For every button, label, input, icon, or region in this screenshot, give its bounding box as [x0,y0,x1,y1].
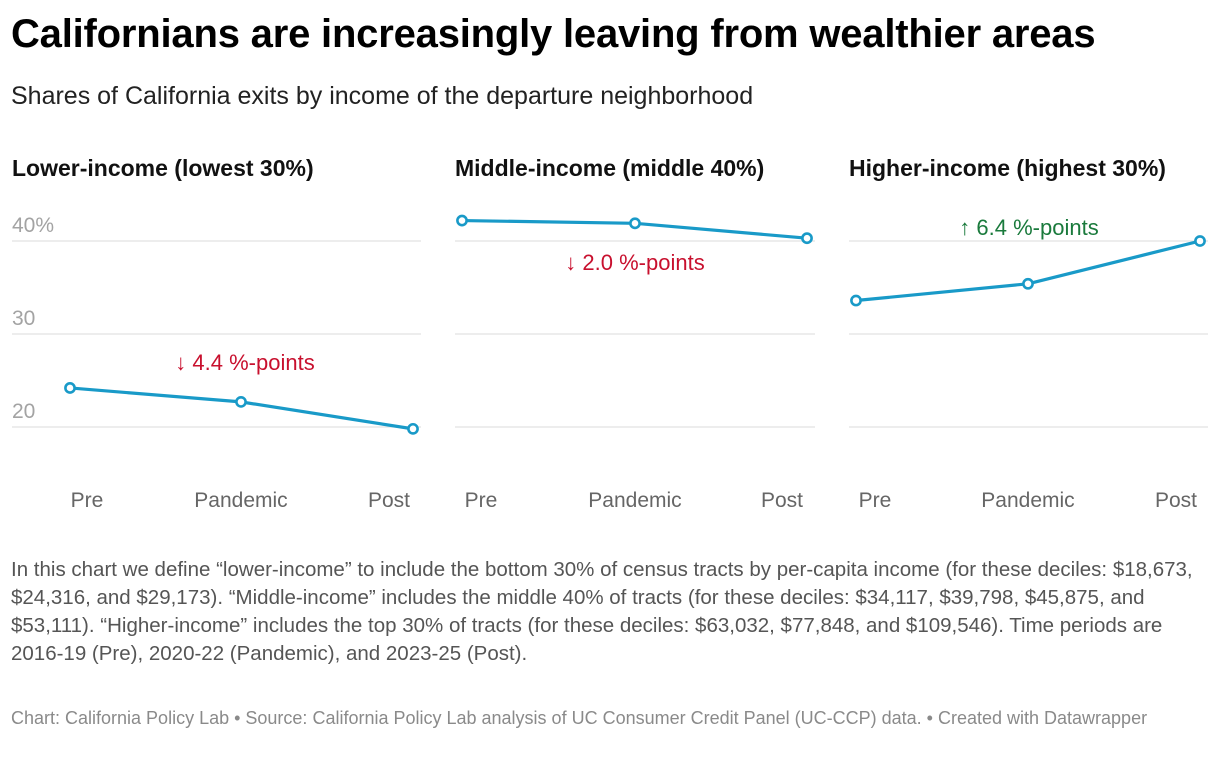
x-tick-label: Post [1155,489,1197,512]
x-tick-label: Pandemic [981,489,1074,512]
x-tick-label: Pre [859,489,892,512]
panel-title-higher-income: Higher-income (highest 30%) [849,155,1166,181]
data-point [407,422,419,435]
panel-title-lower-income: Lower-income (lowest 30%) [12,155,314,181]
y-tick-label: 20 [12,400,35,423]
chart-notes: In this chart we define “lower-income” t… [11,558,1193,665]
x-tick-label: Pre [465,489,498,512]
data-point [801,232,813,245]
x-tick-label: Pandemic [588,489,681,512]
change-annotation: ↓ 4.4 %-points [175,350,314,375]
data-point [1194,235,1206,247]
x-tick-label: Post [761,489,803,512]
data-point [1022,277,1034,290]
data-point [64,382,76,394]
panel-title-middle-income: Middle-income (middle 40%) [455,155,765,181]
data-point [235,395,247,408]
series-line [68,386,415,431]
x-tick-label: Pandemic [194,489,287,512]
y-tick-label: 40% [12,214,54,237]
panel-2: Pre Pandemic Post ↑ 6.4 %-points [849,215,1208,512]
panel-0: 40% 30 20 Pre Pandemic Post ↓ 4.4 %-points [12,214,421,512]
chart-source-footer: Chart: California Policy Lab • Source: C… [11,708,1148,728]
chart-title: Californians are increasingly leaving fr… [11,12,1096,56]
series-line [854,239,1202,303]
y-tick-label: 30 [12,307,35,330]
data-point [456,214,468,227]
panel-1: Pre Pandemic Post ↓ 2.0 %-points [455,214,815,512]
x-tick-label: Post [368,489,410,512]
data-point [850,294,862,307]
data-point [629,217,641,230]
x-tick-label: Pre [71,489,104,512]
change-annotation: ↓ 2.0 %-points [565,250,704,275]
chart-subtitle: Shares of California exits by income of … [11,82,754,110]
change-annotation: ↑ 6.4 %-points [959,215,1098,240]
